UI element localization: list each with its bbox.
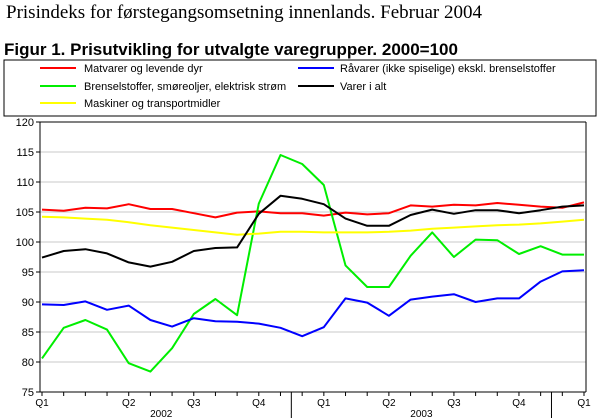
y-tick-label: 110 <box>16 177 34 189</box>
x-tick-label: Q1 <box>577 398 591 409</box>
series-line <box>41 201 585 219</box>
y-tick-label: 90 <box>22 297 34 309</box>
figure-title: Figur 1. Prisutvikling for utvalgte vare… <box>4 40 458 59</box>
legend-box <box>3 59 597 117</box>
x-tick-label: Q1 <box>35 398 49 409</box>
y-tick-label: 105 <box>16 207 34 219</box>
page-title: Prisindeks for førstegangsomsetning inne… <box>6 2 482 23</box>
y-tick-label: 75 <box>22 387 34 399</box>
legend-label: Maskiner og transportmidler <box>84 98 221 110</box>
x-tick-label: Q2 <box>122 398 136 409</box>
x-tick-label: Q4 <box>252 398 266 409</box>
year-label: 2002 <box>150 409 173 420</box>
x-tick-label: Q4 <box>512 398 526 409</box>
legend-label: Matvarer og levende dyr <box>84 63 203 75</box>
x-tick-label: Q3 <box>447 398 461 409</box>
y-tick-label: 115 <box>16 147 34 159</box>
series-line <box>41 269 585 338</box>
y-tick-label: 95 <box>22 267 34 279</box>
x-tick-label: Q1 <box>317 398 331 409</box>
x-tick-label: Q3 <box>187 398 201 409</box>
legend-label: Brenselstoffer, smøreoljer, elektrisk st… <box>84 81 286 93</box>
y-tick-label: 120 <box>16 117 34 129</box>
legend-label: Råvarer (ikke spiselige) ekskl. brensels… <box>340 63 556 75</box>
plot-area: 75 80 85 90 95 100 105 110 115 120 Q1 Q2 Q3 Q4 Q1 Q2 Q3 Q… <box>16 117 591 420</box>
series-line <box>41 154 584 373</box>
legend: Matvarer og levende dyr Brenselstoffer, s… <box>3 59 597 117</box>
x-tick-label: Q2 <box>382 398 396 409</box>
y-tick-label: 80 <box>22 357 34 369</box>
series-line <box>41 215 585 236</box>
legend-label: Varer i alt <box>340 81 386 93</box>
year-label: 2003 <box>410 409 433 420</box>
y-tick-label: 85 <box>22 327 34 339</box>
y-tick-label: 100 <box>16 237 34 249</box>
series-line <box>41 194 585 268</box>
